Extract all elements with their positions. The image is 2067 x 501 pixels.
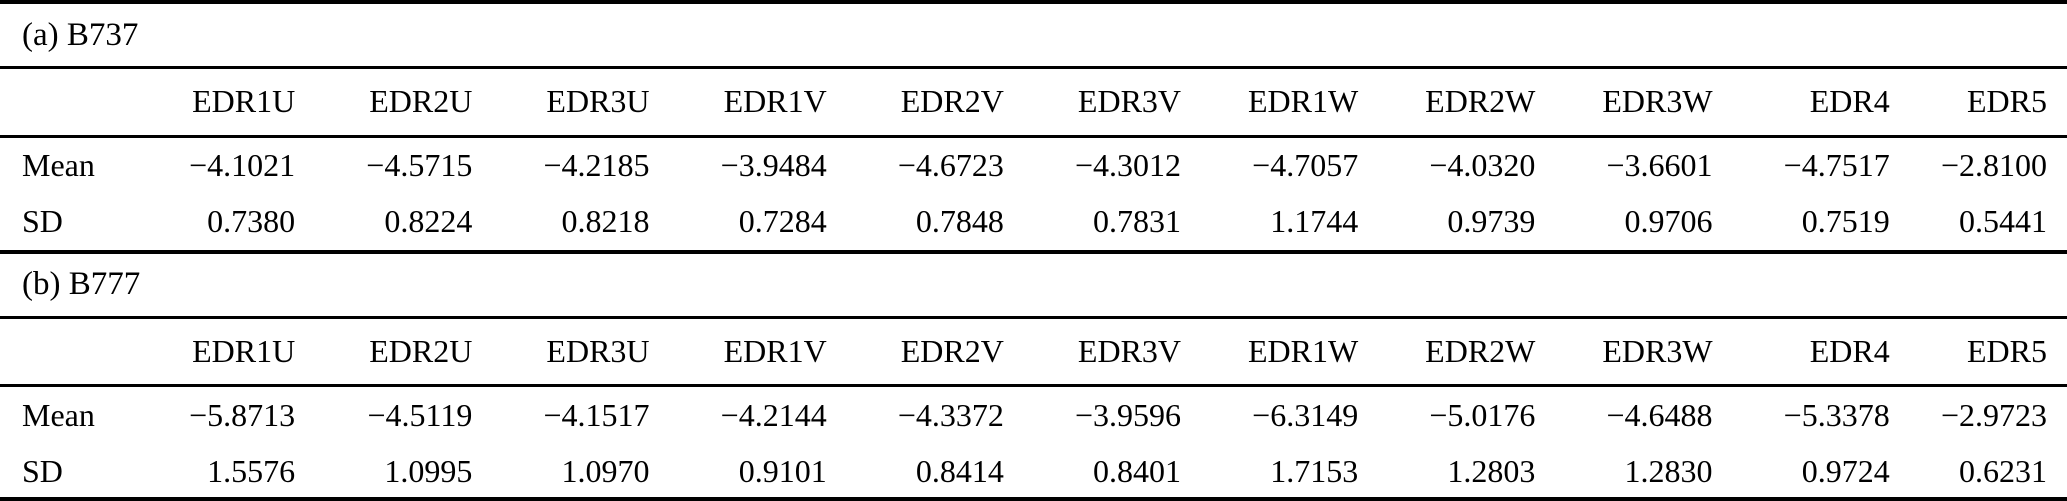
cell-value: 0.8401 xyxy=(1093,452,1182,489)
row-label: SD xyxy=(22,452,63,489)
row-label: SD xyxy=(22,203,63,239)
column-header: EDR1V xyxy=(649,69,827,138)
cell-value: 0.8218 xyxy=(561,203,650,239)
cell-value: −4.5715 xyxy=(366,147,473,183)
column-header: EDR3V xyxy=(1003,318,1182,387)
column-header: EDR2W xyxy=(1358,69,1536,138)
column-header: EDR2U xyxy=(295,318,473,387)
cell-value: 0.8414 xyxy=(915,452,1004,489)
cell-value: −5.0176 xyxy=(1429,396,1536,433)
row-label: Mean xyxy=(22,147,95,183)
column-header: EDR4 xyxy=(1712,69,1890,138)
column-header: EDR2V xyxy=(826,69,1004,138)
cell-value: −5.3378 xyxy=(1783,396,1890,433)
cell-value: −4.1517 xyxy=(543,396,650,433)
cell-value: 1.2803 xyxy=(1447,452,1536,489)
column-header: EDR3W xyxy=(1535,69,1713,138)
cell-value: 0.8224 xyxy=(384,203,473,239)
cell-value: −4.0320 xyxy=(1429,147,1536,183)
cell-value: 0.7519 xyxy=(1801,203,1890,239)
cell-value: 0.6231 xyxy=(1959,452,2047,489)
table-row: Mean −5.8713 −4.5119 −4.1517 −4.2144 −4.3372 −… xyxy=(0,386,2067,444)
header-row: EDR1U EDR2U EDR3U EDR1V EDR2V EDR3V EDR1W EDR2W… xyxy=(0,69,2067,138)
stats-table: EDR1U EDR2U EDR3U EDR1V EDR2V EDR3V EDR1W EDR2W… xyxy=(0,69,2067,250)
cell-value: 1.7153 xyxy=(1270,452,1359,489)
column-header: EDR1W xyxy=(1181,318,1359,387)
cell-value: −4.1021 xyxy=(189,147,296,183)
column-header: EDR2U xyxy=(295,69,473,138)
cell-value: 0.9706 xyxy=(1624,203,1713,239)
column-header: EDR1W xyxy=(1181,69,1359,138)
cell-value: 1.2830 xyxy=(1624,452,1713,489)
cell-value: −3.6601 xyxy=(1606,147,1713,183)
cell-value: −4.3012 xyxy=(1074,147,1182,183)
cell-value: 0.5441 xyxy=(1959,203,2047,239)
table-row: SD 0.7380 0.8224 0.8218 0.7284 0.7848 0.7831 1.… xyxy=(0,194,2067,250)
cell-value: 1.5576 xyxy=(207,452,296,489)
column-header: EDR1U xyxy=(118,69,296,138)
table-row: Mean −4.1021 −4.5715 −4.2185 −3.9484 −4.6723 −… xyxy=(0,136,2067,194)
cell-value: −4.7057 xyxy=(1252,147,1359,183)
cell-value: 0.7380 xyxy=(207,203,296,239)
cell-value: −3.9484 xyxy=(720,147,827,183)
cell-value: −2.8100 xyxy=(1940,147,2047,183)
column-header: EDR1U xyxy=(118,318,296,387)
column-header: EDR4 xyxy=(1712,318,1890,387)
column-header: EDR3V xyxy=(1003,69,1182,138)
cell-value: 1.0995 xyxy=(384,452,473,489)
cell-value: 1.1744 xyxy=(1270,203,1359,239)
column-header: EDR3U xyxy=(472,318,650,387)
column-header: EDR5 xyxy=(1889,318,2067,387)
cell-value: −6.3149 xyxy=(1252,396,1359,433)
cell-value: 0.9739 xyxy=(1447,203,1536,239)
cell-value: 0.7284 xyxy=(738,203,827,239)
cell-value: −4.3372 xyxy=(897,396,1004,433)
stats-table: EDR1U EDR2U EDR3U EDR1V EDR2V EDR3V EDR1W EDR2W… xyxy=(0,318,2067,498)
cell-value: 0.9101 xyxy=(738,452,827,489)
column-header: EDR2W xyxy=(1358,318,1536,387)
cell-value: 0.9724 xyxy=(1801,452,1890,489)
cell-value: −4.5119 xyxy=(367,396,473,433)
table-row: SD 1.5576 1.0995 1.0970 0.9101 0.8414 0.8401 1.… xyxy=(0,443,2067,497)
column-header: EDR2V xyxy=(826,318,1004,387)
header-row: EDR1U EDR2U EDR3U EDR1V EDR2V EDR3V EDR1W EDR2W… xyxy=(0,318,2067,387)
stats-table-section: (b) B777 EDR1U EDR2U EDR3U EDR1V EDR2V EDR3V E… xyxy=(0,254,2067,498)
corner-cell xyxy=(0,318,118,387)
corner-cell xyxy=(0,69,118,138)
cell-value: −3.9596 xyxy=(1074,396,1182,433)
cell-value: 1.0970 xyxy=(561,452,650,489)
cell-value: −4.2144 xyxy=(720,396,827,433)
row-label: Mean xyxy=(22,396,95,433)
cell-value: 0.7848 xyxy=(915,203,1004,239)
cell-value: −5.8713 xyxy=(189,396,296,433)
stats-table-section: (a) B737 EDR1U EDR2U EDR3U EDR1V EDR2V EDR3V E… xyxy=(0,4,2067,254)
column-header: EDR3W xyxy=(1535,318,1713,387)
table-caption: (b) B777 xyxy=(0,254,2067,319)
cell-value: −4.6723 xyxy=(897,147,1004,183)
cell-value: −2.9723 xyxy=(1940,396,2047,433)
cell-value: −4.7517 xyxy=(1783,147,1890,183)
cell-value: −4.6488 xyxy=(1606,396,1713,433)
column-header: EDR5 xyxy=(1889,69,2067,138)
column-header: EDR1V xyxy=(649,318,827,387)
cell-value: −4.2185 xyxy=(543,147,650,183)
table-caption: (a) B737 xyxy=(0,4,2067,69)
column-header: EDR3U xyxy=(472,69,650,138)
cell-value: 0.7831 xyxy=(1093,203,1182,239)
